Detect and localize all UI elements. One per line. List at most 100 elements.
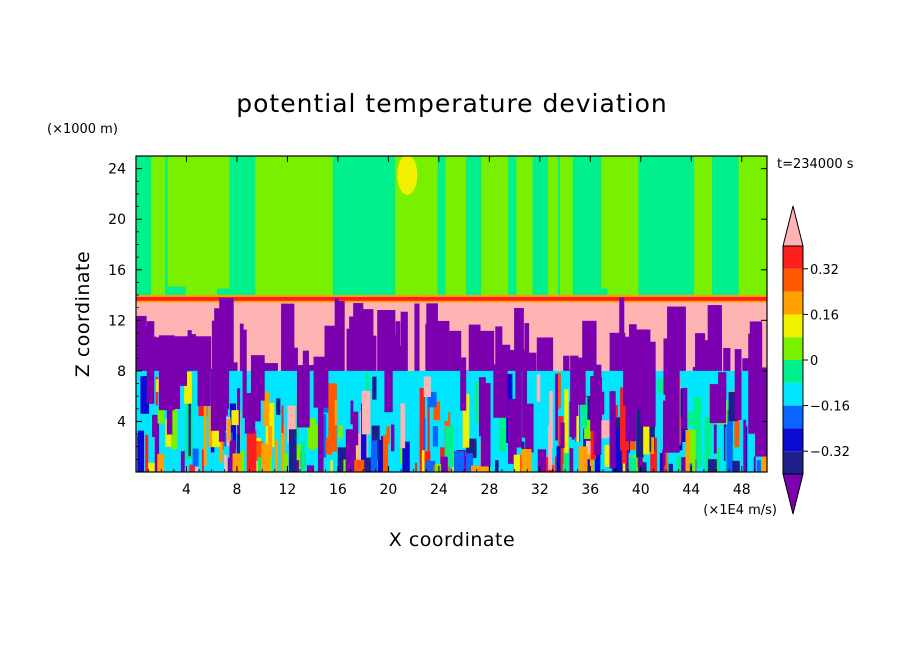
turbulent-cell <box>154 423 160 472</box>
cold-plume <box>522 363 528 438</box>
upper-column <box>601 156 614 289</box>
turbulent-cell <box>584 419 595 439</box>
cold-plume <box>515 367 522 448</box>
turbulent-cell <box>281 425 286 472</box>
turbulent-cell <box>636 387 644 458</box>
colorbar-segment <box>783 451 803 474</box>
cold-plume <box>609 391 616 469</box>
turbulent-cell <box>578 446 588 472</box>
turbulent-cell <box>525 403 534 453</box>
turbulent-cell <box>283 453 289 470</box>
turbulent-cell <box>402 441 410 472</box>
cold-filament <box>426 303 438 388</box>
cold-plume <box>395 321 401 360</box>
colorbar-tick-label: −0.32 <box>810 445 850 460</box>
turbulent-cell <box>343 459 346 472</box>
x-tick-label: 44 <box>682 482 700 498</box>
x-tick-label: 12 <box>279 482 297 498</box>
upper-column <box>186 156 218 296</box>
turbulent-cell <box>377 439 387 472</box>
turbulent-cell <box>400 403 406 449</box>
turbulent-cell <box>427 391 437 408</box>
turbulent-cell <box>435 463 442 472</box>
cold-plume <box>480 383 491 467</box>
turbulent-cell <box>287 405 296 444</box>
cold-plume <box>250 355 265 401</box>
cold-filament <box>619 297 625 382</box>
cold-plume <box>593 364 602 455</box>
turbulent-cell <box>386 426 390 444</box>
x-tick-label: 36 <box>581 482 599 498</box>
turbulent-cell <box>590 429 597 460</box>
turbulent-cell <box>423 417 426 450</box>
turbulent-cell <box>537 449 547 472</box>
turbulent-cell <box>682 428 688 442</box>
colorbar-tick-label: 0 <box>810 354 818 369</box>
cold-filament <box>414 303 420 405</box>
turbulent-cell <box>693 397 702 468</box>
turbulent-cell <box>555 373 559 441</box>
turbulent-cell <box>621 398 627 464</box>
turbulent-cell <box>728 392 738 422</box>
turbulent-cell <box>586 443 594 472</box>
colorbar-segment <box>783 246 803 269</box>
turbulent-cell <box>236 434 240 462</box>
turbulent-cell <box>613 429 622 472</box>
interface-band-inner <box>136 296 767 301</box>
turbulent-cell <box>145 434 149 472</box>
colorbar-tick-label: 0.32 <box>810 263 839 278</box>
upper-plume <box>397 156 418 195</box>
turbulent-cell <box>662 449 666 472</box>
turbulent-cell <box>599 420 611 439</box>
turbulent-cell <box>604 445 614 467</box>
upper-column <box>516 156 533 296</box>
cold-plume <box>623 344 634 406</box>
colorbar-segment <box>783 405 803 429</box>
turbulent-cell <box>704 416 712 472</box>
turbulent-cell <box>265 402 275 448</box>
turbulent-cell <box>643 411 650 455</box>
turbulent-cell <box>419 451 431 472</box>
turbulent-cell <box>521 448 532 472</box>
y-tick-label: 12 <box>108 313 126 329</box>
cold-plume <box>146 321 155 404</box>
turbulent-cell <box>296 460 300 472</box>
x-tick-label: 8 <box>232 482 241 498</box>
turbulent-cell <box>192 448 199 467</box>
turbulent-cell <box>421 450 425 472</box>
turbulent-cell <box>433 401 441 421</box>
turbulent-cell <box>495 460 499 472</box>
turbulent-cell <box>361 390 371 435</box>
turbulent-cell <box>734 399 740 448</box>
turbulent-cell <box>276 398 281 415</box>
turbulent-cell <box>157 407 165 424</box>
turbulent-cell <box>551 465 555 472</box>
y-unit-label: (×1000 m) <box>47 122 118 137</box>
turbulent-cell <box>598 391 605 415</box>
turbulent-cell <box>227 419 231 442</box>
turbulent-cell <box>687 411 695 426</box>
turbulent-cell <box>427 384 430 455</box>
time-label: t=234000 s <box>777 157 854 172</box>
colorbar-segment <box>783 291 803 315</box>
turbulent-cell <box>353 433 361 472</box>
turbulent-cell <box>391 424 395 452</box>
cold-plume <box>244 393 256 434</box>
turbulent-cell <box>650 437 658 472</box>
cold-filament <box>136 315 147 406</box>
turbulent-cell <box>564 389 569 454</box>
turbulent-cell <box>419 388 426 464</box>
turbulent-cell <box>338 425 343 439</box>
turbulent-cell <box>370 440 378 472</box>
cold-plume <box>570 355 579 417</box>
upper-column <box>255 156 273 296</box>
colorbar-segment <box>783 337 803 360</box>
x-tick-label: 24 <box>430 482 448 498</box>
turbulent-cell <box>569 401 577 438</box>
colorbar-segment <box>783 360 803 383</box>
heatmap-field <box>136 156 767 472</box>
cold-plume <box>734 349 742 421</box>
turbulent-cell <box>474 381 482 424</box>
turbulent-cell <box>585 440 592 455</box>
